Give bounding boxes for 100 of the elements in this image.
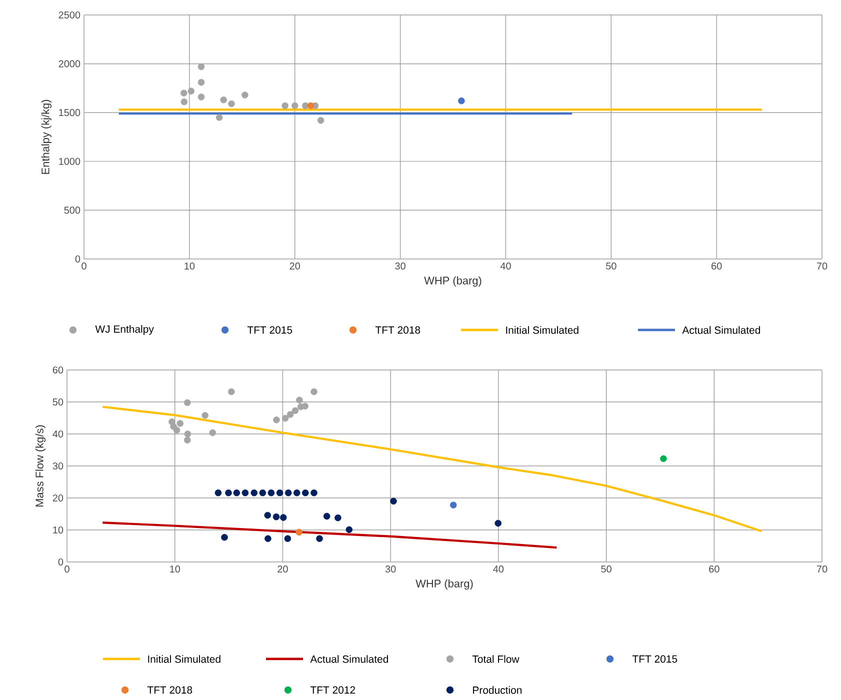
point bbox=[310, 388, 318, 396]
y-tick-label: 60 bbox=[52, 366, 64, 374]
point bbox=[184, 430, 192, 438]
point bbox=[180, 98, 188, 106]
point bbox=[458, 97, 465, 104]
point bbox=[242, 92, 248, 98]
legend-label: TFT 2015 bbox=[632, 655, 678, 663]
point bbox=[310, 489, 318, 496]
point bbox=[198, 63, 205, 70]
point bbox=[334, 514, 342, 522]
point bbox=[209, 429, 216, 436]
point bbox=[173, 426, 180, 434]
legend-label: Initial Simulated bbox=[148, 655, 220, 663]
x-tick-label: 20 bbox=[278, 566, 288, 573]
point bbox=[225, 489, 232, 496]
point bbox=[302, 402, 308, 410]
x-tick-label: 30 bbox=[385, 566, 396, 573]
point bbox=[296, 528, 303, 536]
x-tick-label: 70 bbox=[816, 262, 828, 270]
legend-label: TFT 2012 bbox=[310, 686, 356, 694]
point bbox=[264, 535, 272, 542]
point bbox=[233, 489, 240, 496]
legend-label: TFT 2018 bbox=[147, 686, 192, 694]
point bbox=[296, 396, 303, 404]
y-tick-label: 30 bbox=[52, 462, 64, 470]
y-tick-label: 50 bbox=[52, 398, 64, 406]
y-tick-label: 2500 bbox=[58, 11, 80, 19]
x-tick-label: 20 bbox=[290, 262, 300, 270]
point bbox=[180, 90, 188, 96]
point bbox=[250, 489, 258, 496]
point bbox=[323, 512, 330, 520]
point bbox=[198, 94, 205, 100]
point bbox=[302, 102, 309, 110]
y-tick-label: 0 bbox=[75, 255, 80, 263]
point bbox=[307, 102, 314, 110]
y-tick-label: 20 bbox=[52, 494, 64, 502]
y-tick-label: 1000 bbox=[59, 158, 80, 165]
point bbox=[184, 436, 191, 444]
point bbox=[450, 502, 457, 508]
x-tick-label: 50 bbox=[606, 262, 616, 270]
point bbox=[494, 520, 502, 527]
point bbox=[293, 489, 300, 496]
point bbox=[660, 455, 667, 462]
legend-label: Initial Simulated bbox=[506, 326, 578, 334]
point bbox=[286, 411, 294, 418]
point bbox=[390, 498, 397, 505]
x-tick-label: 30 bbox=[395, 262, 406, 270]
x-tick-label: 40 bbox=[493, 566, 504, 573]
point bbox=[184, 399, 191, 406]
point bbox=[282, 414, 289, 422]
point bbox=[198, 78, 205, 86]
legend-label: Total Flow bbox=[472, 655, 520, 663]
x-tick-label: 70 bbox=[816, 566, 828, 573]
x-axis-title: WHP (barg) bbox=[416, 579, 473, 590]
x-axis-title: WHP (barg) bbox=[424, 276, 482, 287]
y-tick-label: 40 bbox=[52, 430, 64, 438]
point bbox=[282, 102, 288, 110]
y-tick-label: 2000 bbox=[58, 60, 80, 68]
point bbox=[188, 88, 195, 94]
x-tick-label: 60 bbox=[712, 262, 722, 270]
point bbox=[291, 102, 298, 110]
y-tick-label: 1500 bbox=[59, 109, 80, 116]
point bbox=[302, 489, 309, 496]
legend-label: TFT 2015 bbox=[247, 326, 292, 334]
x-tick-label: 10 bbox=[184, 262, 195, 270]
x-tick-label: 50 bbox=[601, 566, 612, 573]
x-tick-label: 0 bbox=[82, 262, 86, 270]
legend-label: Actual Simulated bbox=[682, 326, 760, 334]
point bbox=[276, 489, 284, 496]
line-series bbox=[102, 522, 558, 549]
point bbox=[264, 512, 272, 519]
point bbox=[259, 489, 266, 496]
point bbox=[346, 526, 353, 534]
point bbox=[176, 420, 184, 427]
x-tick-label: 40 bbox=[500, 262, 511, 270]
point bbox=[280, 514, 287, 521]
point bbox=[214, 489, 222, 496]
point bbox=[284, 535, 292, 542]
point bbox=[316, 535, 323, 542]
y-axis-title: Mass Flow (kg/s) bbox=[35, 425, 46, 506]
point bbox=[272, 513, 280, 520]
line-series bbox=[102, 406, 763, 532]
point bbox=[216, 114, 223, 121]
point bbox=[228, 388, 235, 396]
point bbox=[242, 489, 249, 496]
point bbox=[292, 407, 299, 414]
y-tick-label: 10 bbox=[53, 526, 64, 534]
point bbox=[202, 412, 208, 419]
legend-label: TFT 2018 bbox=[375, 326, 420, 334]
point bbox=[284, 489, 292, 496]
legend-label: Actual Simulated bbox=[310, 655, 388, 663]
point bbox=[228, 100, 235, 108]
y-axis-title: Enthalpy (kj/kg) bbox=[41, 100, 52, 174]
y-tick-label: 0 bbox=[58, 558, 64, 566]
point bbox=[268, 489, 275, 496]
legend-label: Production bbox=[473, 686, 522, 694]
x-tick-label: 10 bbox=[170, 566, 180, 573]
point bbox=[317, 117, 324, 124]
point bbox=[273, 416, 280, 424]
x-tick-label: 60 bbox=[709, 566, 720, 573]
